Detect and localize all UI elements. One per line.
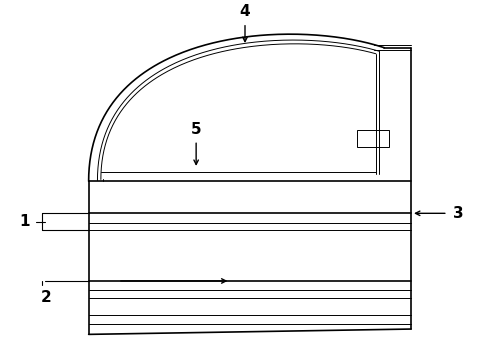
Text: 2: 2 xyxy=(41,290,51,305)
Text: 3: 3 xyxy=(453,206,463,221)
Text: 5: 5 xyxy=(191,122,201,137)
Text: 4: 4 xyxy=(240,4,250,19)
Bar xyxy=(357,130,389,148)
Text: 1: 1 xyxy=(19,214,29,229)
